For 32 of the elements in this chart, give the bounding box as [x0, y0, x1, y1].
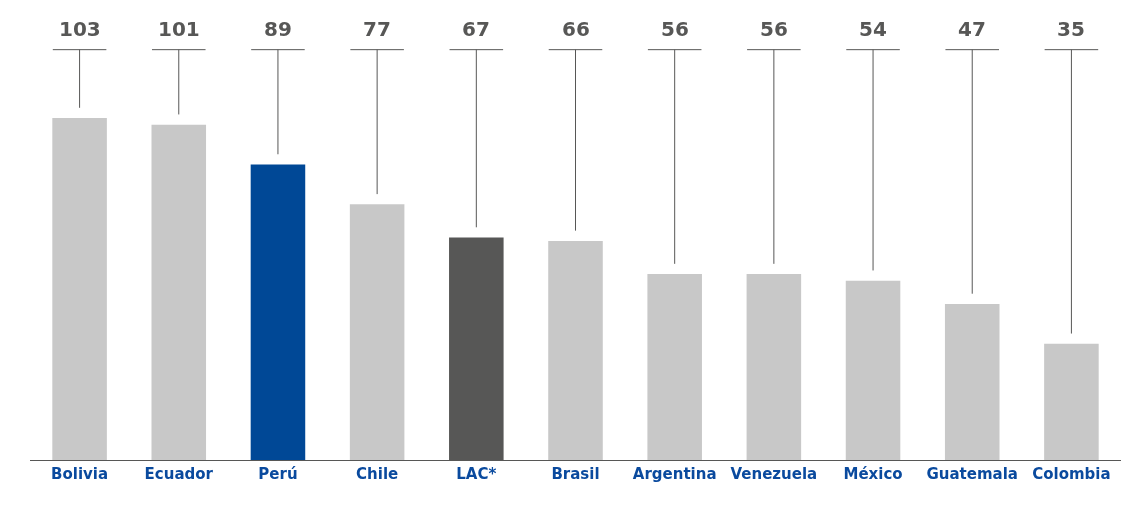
bar: [151, 124, 207, 460]
bar: [1044, 343, 1099, 460]
data-label: 103: [59, 17, 101, 41]
bar: [944, 303, 1000, 460]
x-tick-label: LAC*: [456, 465, 497, 483]
bar: [52, 118, 107, 460]
data-label: 54: [859, 17, 887, 41]
data-label: 66: [562, 17, 590, 41]
data-label: 47: [958, 17, 986, 41]
x-tick-label: Brasil: [551, 465, 600, 483]
x-tick-label: Chile: [356, 465, 399, 483]
bar: [647, 274, 702, 460]
data-label: 56: [661, 17, 689, 41]
x-tick-label: Colombia: [1032, 465, 1111, 483]
x-tick-label: Venezuela: [730, 465, 818, 483]
data-label: 35: [1057, 17, 1085, 41]
data-label: 101: [158, 17, 200, 41]
x-tick-label: Perú: [258, 465, 298, 483]
bar: [746, 274, 802, 460]
data-label: 56: [760, 17, 788, 41]
data-label: 77: [363, 17, 391, 41]
x-tick-label: México: [843, 465, 903, 483]
x-tick-label: Bolivia: [51, 465, 109, 483]
x-tick-label: Guatemala: [926, 465, 1018, 483]
data-label: 67: [462, 17, 490, 41]
data-label: 89: [264, 17, 292, 41]
bar: [548, 240, 603, 460]
bar: [250, 164, 306, 460]
bar: [845, 280, 901, 460]
x-tick-label: Ecuador: [144, 465, 214, 483]
x-tick-label: Argentina: [632, 465, 717, 483]
bar: [349, 204, 405, 460]
